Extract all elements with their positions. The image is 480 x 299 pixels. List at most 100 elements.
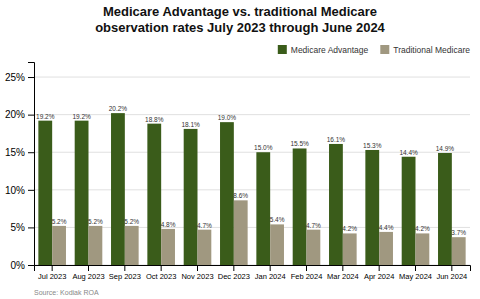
bar [111, 113, 125, 265]
chart: Medicare Advantage vs. traditional Medic… [0, 0, 480, 299]
y-tick: 15% [5, 147, 34, 158]
x-tick: Feb 2024 [291, 265, 323, 281]
y-axis-line [28, 63, 35, 266]
legend-item: Medicare Advantage [278, 45, 369, 55]
title-line: Medicare Advantage vs. traditional Medic… [103, 4, 377, 19]
x-tick-mark [233, 265, 234, 271]
y-tick-label: 20% [5, 109, 25, 120]
x-tick: Mar 2024 [327, 265, 359, 281]
source-note: Source: Kodiak ROA [34, 289, 99, 296]
legend-swatch [380, 45, 389, 54]
y-tick: 10% [5, 185, 34, 196]
data-label: 20.2% [109, 105, 128, 112]
x-tick-mark [88, 265, 89, 271]
bar [161, 229, 175, 265]
grid-line [34, 114, 470, 115]
legend: Medicare Advantage Traditional Medicare [278, 45, 470, 55]
data-label: 15.0% [254, 144, 273, 151]
data-label: 4.2% [342, 225, 357, 232]
x-tick: May 2024 [399, 265, 432, 281]
x-tick: Apr 2024 [364, 265, 394, 281]
data-label: 4.8% [161, 221, 176, 228]
data-label: 14.4% [399, 149, 418, 156]
y-tick-mark [28, 190, 34, 191]
legend-item: Traditional Medicare [380, 45, 470, 55]
data-label: 8.6% [233, 192, 248, 199]
bar [293, 148, 307, 265]
y-tick-mark [28, 265, 34, 266]
bar [220, 122, 234, 265]
x-tick-label: Sep 2023 [109, 272, 141, 281]
x-tick-label: Oct 2023 [146, 272, 176, 281]
x-tick: Aug 2023 [72, 265, 104, 281]
data-label: 18.8% [145, 116, 164, 123]
data-label: 15.3% [363, 142, 382, 149]
data-label: 14.9% [436, 145, 455, 152]
y-tick: 5% [11, 222, 34, 233]
y-axis: 0% 5% 10% 15% 20% 25% [5, 63, 35, 271]
data-label: 5.2% [88, 218, 103, 225]
bar [256, 152, 270, 265]
x-tick-mark [270, 265, 271, 271]
x-tick-mark [451, 265, 452, 271]
y-tick: 0% [11, 260, 34, 271]
x-tick-label: Apr 2024 [364, 272, 394, 281]
data-label: 4.7% [197, 222, 212, 229]
y-tick-mark [28, 115, 34, 116]
x-tick: Nov 2023 [181, 265, 213, 281]
y-tick: 20% [5, 109, 34, 120]
x-tick-label: Jul 2023 [38, 272, 66, 281]
bar [438, 153, 452, 265]
bar-series [38, 113, 451, 265]
y-tick-label: 25% [5, 72, 25, 83]
data-label: 4.7% [306, 222, 321, 229]
data-label: 5.2% [52, 218, 67, 225]
bar [402, 157, 416, 265]
plot: 19.2%19.2%20.2%18.8%18.1%19.0%15.0%15.5%… [5, 63, 471, 282]
x-tick: Jun 2024 [436, 265, 467, 281]
data-label: 19.2% [72, 113, 91, 120]
x-tick-mark [161, 265, 162, 271]
x-tick: Sep 2023 [109, 265, 141, 281]
x-tick-mark [415, 265, 416, 271]
x-tick-label: Jun 2024 [436, 272, 467, 281]
x-tick-label: May 2024 [399, 272, 432, 281]
bar-series [52, 200, 465, 265]
x-tick-mark [124, 265, 125, 271]
bar [307, 230, 321, 265]
y-tick-label: 5% [11, 222, 26, 233]
x-tick-label: Jan 2024 [255, 272, 286, 281]
data-label: 4.2% [415, 225, 430, 232]
x-tick: Oct 2023 [146, 265, 176, 281]
bar [184, 129, 198, 265]
data-label: 15.5% [290, 140, 309, 147]
bar [270, 224, 284, 265]
y-tick-mark [28, 227, 34, 228]
data-labels: 19.2%19.2%20.2%18.8%18.1%19.0%15.0%15.5%… [36, 105, 466, 236]
x-tick-mark [306, 265, 307, 271]
title: Medicare Advantage vs. traditional Medic… [95, 4, 385, 35]
x-tick-mark [197, 265, 198, 271]
x-tick-mark [379, 265, 380, 271]
data-label: 16.1% [327, 136, 346, 143]
bar [379, 232, 393, 265]
x-tick-mark [52, 265, 53, 271]
bar [75, 121, 89, 265]
x-tick-label: Dec 2023 [218, 272, 250, 281]
bars [38, 113, 465, 265]
x-axis-line [35, 266, 471, 272]
legend-label: Traditional Medicare [393, 45, 470, 55]
data-label: 18.1% [181, 121, 200, 128]
x-tick: Jul 2023 [38, 265, 66, 281]
title-line: observation rates July 2023 through June… [95, 20, 385, 35]
y-tick-mark [28, 152, 34, 153]
bar [147, 124, 161, 265]
legend-swatch [278, 45, 287, 54]
legend-label: Medicare Advantage [291, 45, 369, 55]
x-tick: Dec 2023 [218, 265, 250, 281]
data-label: 19.0% [218, 114, 237, 121]
data-label: 4.4% [379, 224, 394, 231]
x-tick-label: Mar 2024 [327, 272, 359, 281]
bar [89, 226, 103, 265]
bar [198, 230, 212, 265]
